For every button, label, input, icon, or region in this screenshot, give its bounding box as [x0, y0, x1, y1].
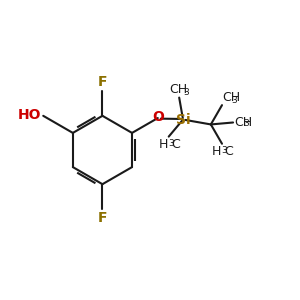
Text: Si: Si — [176, 112, 190, 127]
Text: H: H — [212, 145, 221, 158]
Text: CH: CH — [222, 91, 240, 104]
Text: HO: HO — [17, 108, 41, 122]
Text: 3: 3 — [183, 88, 189, 97]
Text: 3: 3 — [222, 146, 227, 154]
Text: F: F — [98, 211, 107, 225]
Text: C: C — [225, 145, 233, 158]
Text: O: O — [152, 110, 164, 124]
Text: 3: 3 — [168, 139, 174, 148]
Text: CH: CH — [234, 116, 252, 129]
Text: CH: CH — [169, 83, 188, 96]
Text: 3: 3 — [243, 119, 249, 128]
Text: C: C — [172, 138, 180, 151]
Text: F: F — [98, 75, 107, 89]
Text: H: H — [158, 138, 168, 151]
Text: 3: 3 — [231, 96, 237, 105]
